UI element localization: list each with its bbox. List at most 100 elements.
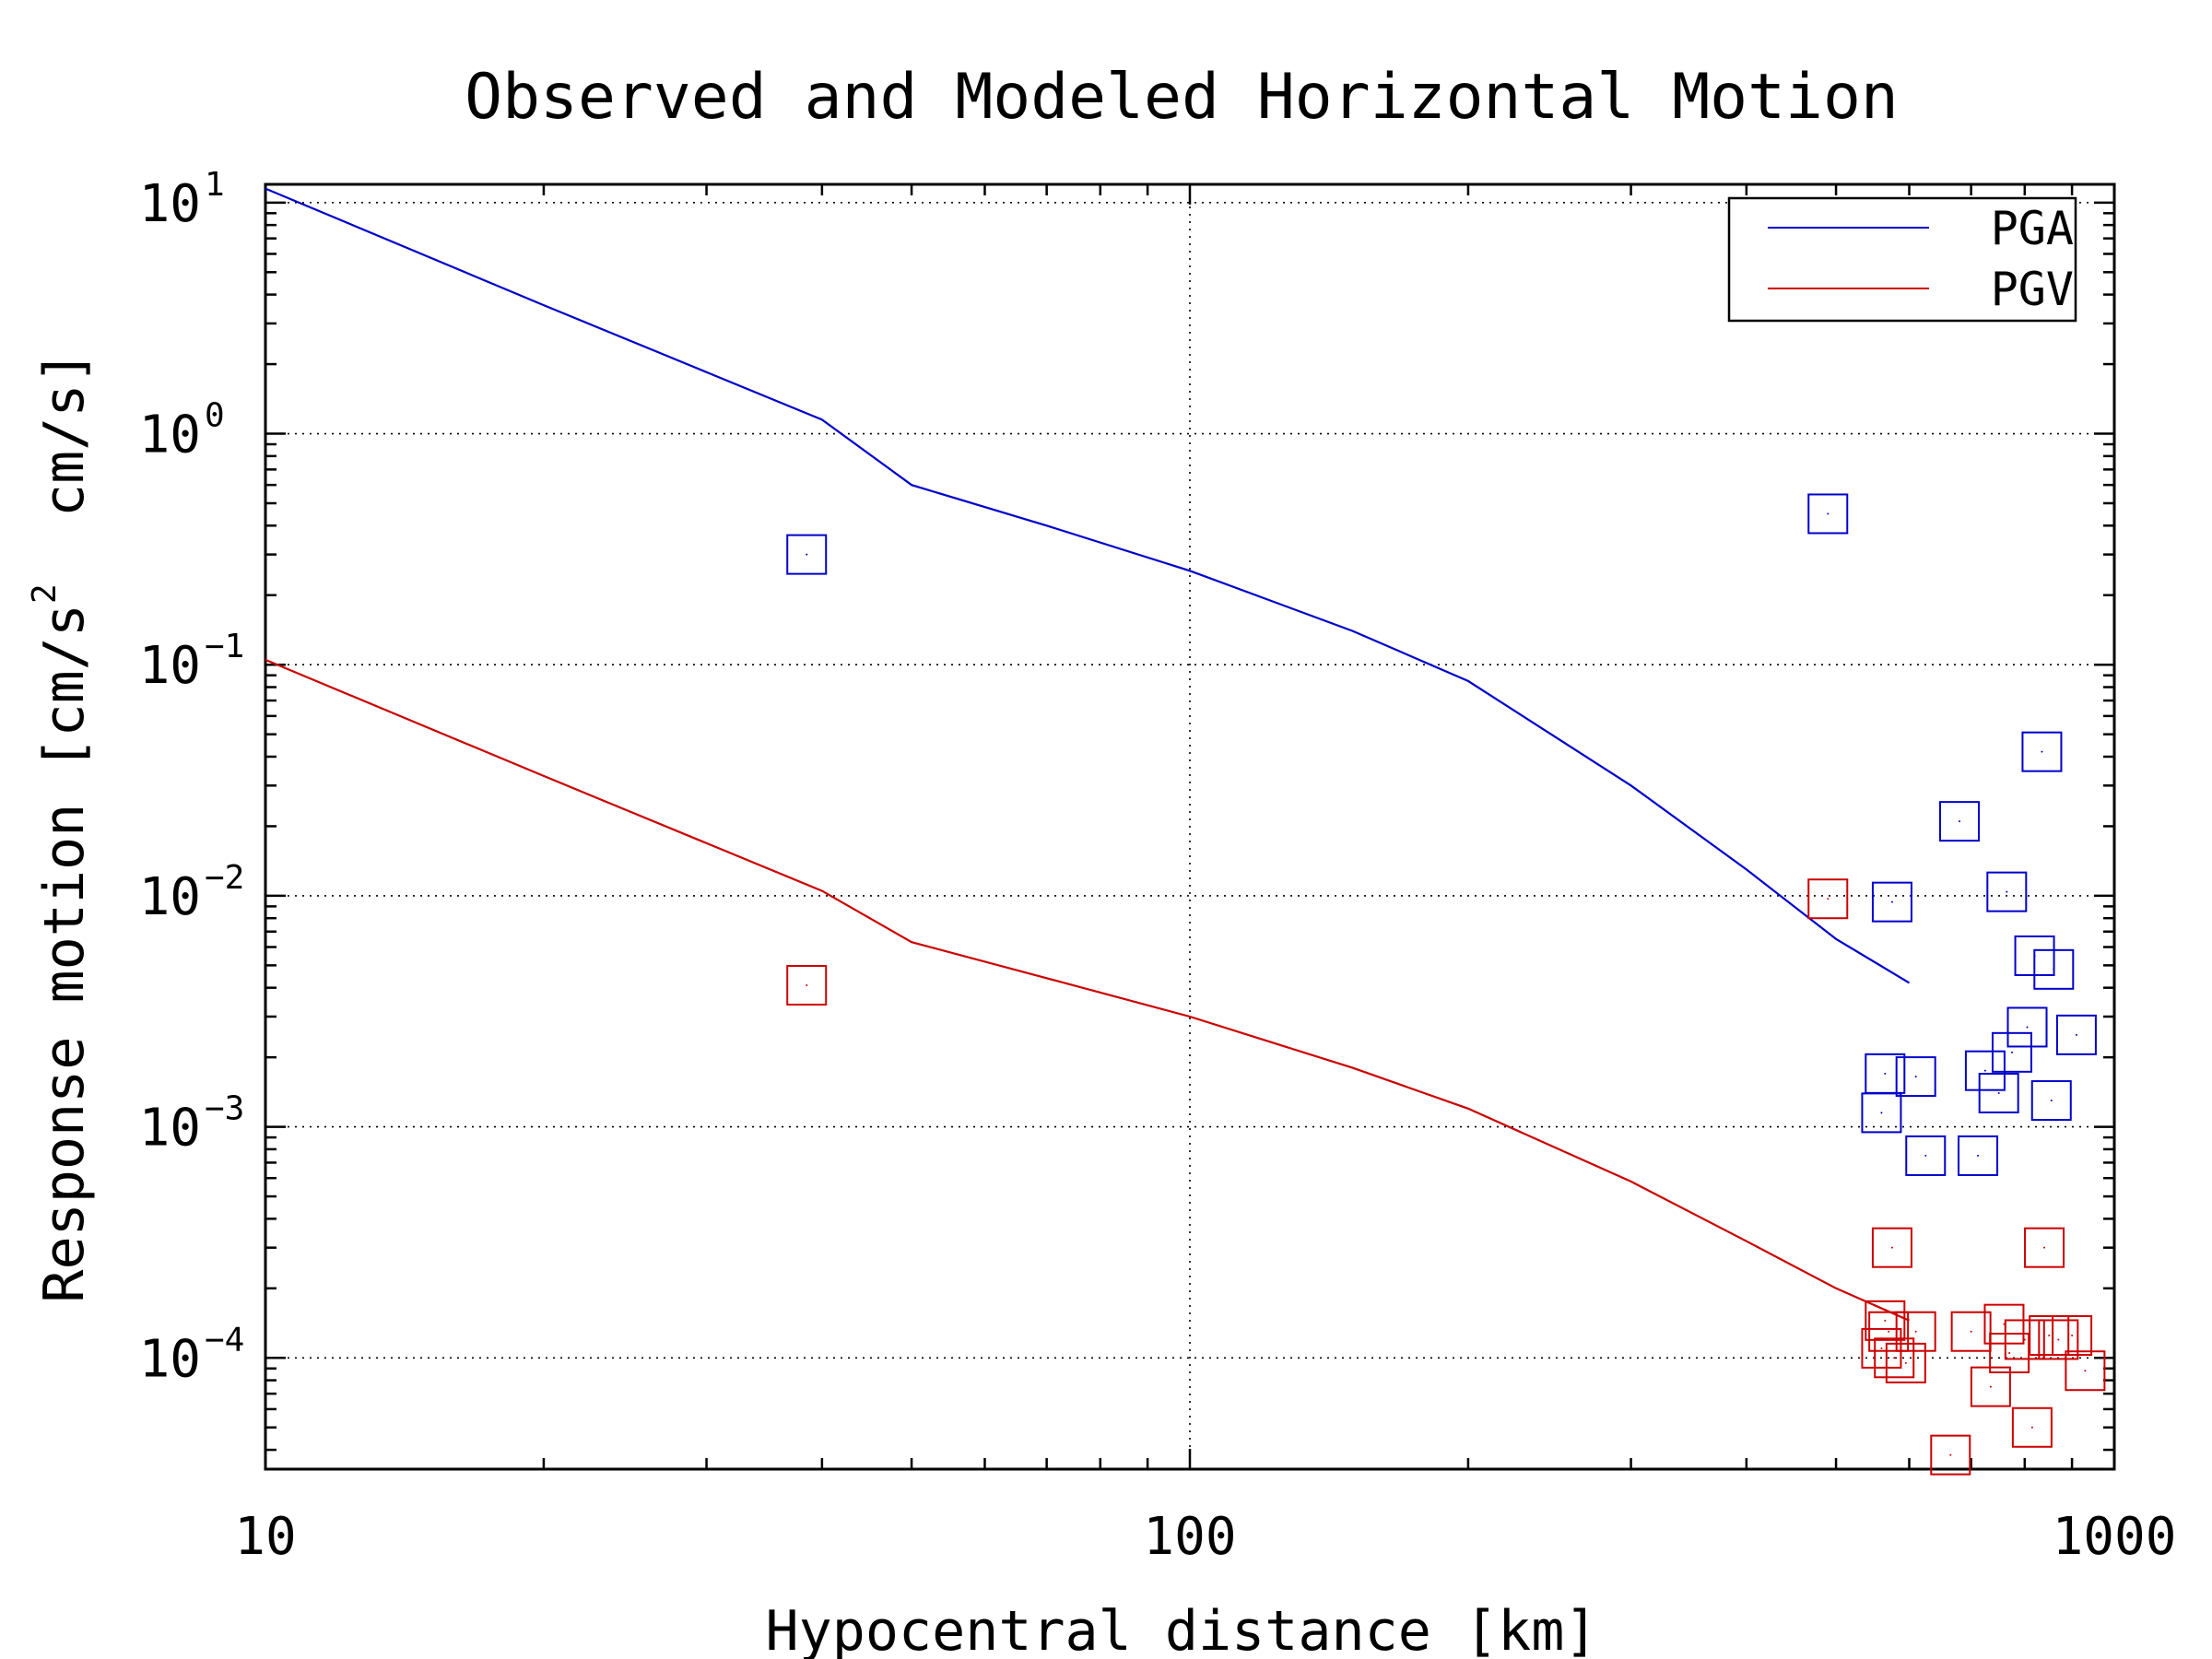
observed-point-center-pgv [2084,1370,2087,1372]
observed-point-pga [2006,1006,2048,1048]
observed-point-pgv [2065,1350,2106,1392]
observed-point-pgv [1895,1311,1936,1352]
observed-point-center-pgv [806,983,808,986]
x-axis-label: Hypocentral distance [km] [765,1599,1597,1659]
observed-point-center-pgv [1827,898,1830,900]
y-tick-label: 10 [139,636,201,696]
observed-point-center-pga [2006,890,2008,893]
observed-point-center-pga [2041,750,2043,753]
y-tick-exponent: −1 [205,628,244,665]
observed-point-center-pga [1914,1076,1917,1078]
observed-point-pgv [2004,1319,2045,1360]
y-tick-label: 10 [139,867,201,927]
observed-point-pgv [1861,1327,1902,1369]
observed-point-center-pga [1827,512,1830,515]
observed-point-pgv [1983,1303,2025,1345]
observed-point-center-pgv [1888,1330,1890,1333]
observed-point-pga [1871,881,1912,923]
observed-point-center-pgv [1890,1246,1893,1249]
observed-point-center-pgv [2023,1338,2026,1341]
observed-point-pgv [1989,1332,2030,1373]
observed-point-pgv [1868,1311,1910,1352]
observed-point-pgv [1950,1311,1992,1352]
observed-point-pga [1964,1050,2006,1091]
observed-point-pgv [1874,1337,1915,1379]
observed-point-pga [1991,1031,2032,1073]
y-tick-exponent: −2 [205,859,244,897]
observed-point-center-pgv [1904,1361,1907,1364]
observed-point-center-pga [1997,1091,2000,1094]
observed-point-center-pgv [2008,1351,2011,1354]
observed-point-pgv [1865,1300,1906,1341]
legend-label-pga: PGA [1991,202,2074,255]
observed-point-center-pgv [1914,1330,1917,1333]
observed-point-pgv [1930,1434,1971,1476]
observed-point-center-pgv [1949,1453,1952,1456]
observed-point-pga [1905,1135,1947,1176]
observed-point-center-pga [2053,968,2055,971]
observed-point-center-pgv [1989,1385,1992,1388]
observed-point-center-pga [1983,1069,1986,1072]
observed-point-center-pgv [1884,1319,1887,1322]
observed-point-center-pga [1880,1112,1883,1114]
gridlines [265,184,2114,1469]
model-line-pgv [265,658,1910,1322]
chart-title: Observed and Modeled Horizontal Motion [465,61,1899,134]
observed-point-pga [2055,1014,2097,1055]
observed-point-pgv [1871,1227,1912,1268]
legend-label-pgv: PGV [1991,263,2074,316]
observed-point-center-pgv [2071,1335,2074,1337]
observed-point-pga [1978,1072,2019,1113]
legend: PGA PGV [1727,196,2077,323]
model-line-pga [265,187,1911,984]
observed-point-center-pga [1890,900,1893,903]
observed-point-pgv [2038,1319,2079,1360]
observed-point-pga [1895,1056,1936,1098]
observed-point-center-pga [1977,1154,1980,1157]
y-axis-label-superscript: 2 [26,583,64,604]
observed-point-center-pga [1884,1072,1887,1075]
observed-point-center-pga [2050,1100,2053,1102]
series-layer [265,187,2106,1476]
x-tick-label: 100 [1143,1507,1236,1567]
observed-point-pga [2021,731,2063,772]
observed-point-center-pga [1959,820,1961,823]
y-axis-label: Response motion [cm/s2 cm/s] [26,350,97,1302]
y-tick-label: 10 [139,406,201,465]
observed-point-center-pgv [2030,1426,2033,1429]
observed-point-pgv [2011,1406,2053,1448]
observed-point-pgv [2029,1315,2070,1357]
observed-point-pgv [2052,1315,2093,1357]
observed-point-pga [1986,871,2028,912]
observed-point-center-pgv [1970,1330,1972,1333]
observed-point-pga [786,534,828,575]
observed-point-center-pga [1924,1154,1927,1157]
y-tick-exponent: 1 [205,166,225,204]
observed-point-pga [1958,1135,1999,1176]
legend-box [1727,196,2077,323]
observed-point-center-pgv [2043,1246,2046,1249]
y-tick-label: 10 [139,1099,201,1159]
observed-point-pgv [2024,1227,2065,1268]
observed-point-pgv [786,964,828,1006]
y-axis-label-suffix: cm/s] [32,350,97,583]
x-tick-label: 10 [234,1507,296,1567]
y-tick-exponent: −4 [205,1321,244,1359]
observed-point-pga [1865,1053,1906,1094]
observed-point-pga [1807,493,1849,535]
observed-point-pgv [1885,1342,1926,1383]
observed-point-center-pga [2075,1033,2077,1036]
observed-point-center-pgv [2057,1338,2060,1341]
observed-point-pga [2030,1080,2072,1122]
x-tick-labels: 10 100 1000 [234,1507,2176,1567]
y-tick-label: 10 [139,1329,201,1389]
observed-point-pgv [1807,878,1849,920]
observed-point-center-pgv [1893,1357,1896,1359]
observed-point-center-pga [2010,1051,2013,1053]
y-tick-label: 10 [139,174,201,234]
observed-point-pga [1939,801,1981,842]
y-tick-exponent: 0 [205,397,225,435]
y-axis-label-prefix: Response motion [cm/s [32,604,97,1303]
